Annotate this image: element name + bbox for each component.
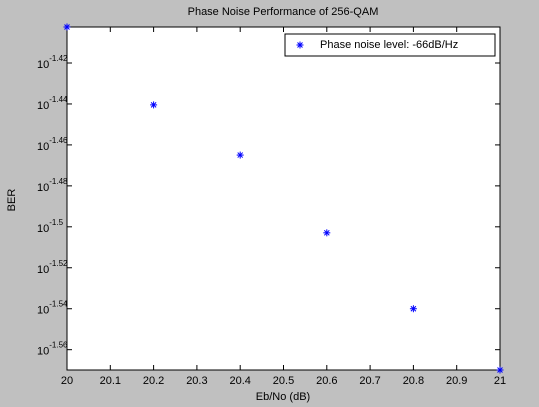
chart-title: Phase Noise Performance of 256-QAM xyxy=(188,6,379,18)
y-tick-exponent: -1.56 xyxy=(49,341,68,350)
y-tick-exponent: -1.52 xyxy=(49,259,68,268)
x-tick-label: 20.8 xyxy=(403,375,424,387)
marker-stroke xyxy=(150,102,157,108)
x-tick-label: 20.1 xyxy=(100,375,121,387)
legend-label: Phase noise level: -66dB/Hz xyxy=(320,39,458,51)
y-tick-exponent: -1.46 xyxy=(49,136,68,145)
y-tick-exponent: -1.48 xyxy=(49,177,68,186)
x-tick-label: 20 xyxy=(61,375,73,387)
y-tick-base: 10 xyxy=(37,264,49,276)
legend-box xyxy=(284,33,496,57)
y-tick-exponent: -1.5 xyxy=(49,218,63,227)
marker-stroke xyxy=(497,367,503,373)
marker-stroke xyxy=(297,42,303,48)
marker-stroke xyxy=(237,152,244,158)
y-tick-exponent: -1.42 xyxy=(49,54,68,63)
y-tick-base: 10 xyxy=(37,305,49,317)
y-tick-exponent: -1.44 xyxy=(49,95,68,104)
y-tick-label: 10-1.44 xyxy=(37,95,68,112)
plot-area xyxy=(66,26,501,371)
y-tick-base: 10 xyxy=(37,59,49,71)
y-tick-exponent: -1.54 xyxy=(49,300,68,309)
y-tick-base: 10 xyxy=(37,141,49,153)
data-point xyxy=(409,305,417,313)
x-tick-label: 20.7 xyxy=(359,375,380,387)
y-tick-label: 10-1.46 xyxy=(37,136,68,153)
y-axis-label: BER xyxy=(6,189,18,212)
data-point xyxy=(496,366,504,374)
data-point xyxy=(63,23,71,31)
x-tick-label: 20.9 xyxy=(446,375,467,387)
data-point xyxy=(236,151,244,159)
data-point xyxy=(323,229,331,237)
y-tick-base: 10 xyxy=(37,223,49,235)
legend-marker xyxy=(296,41,304,49)
x-tick-label: 21 xyxy=(494,375,506,387)
y-tick-label: 10-1.48 xyxy=(37,177,68,194)
y-tick-label: 10-1.54 xyxy=(37,300,68,317)
y-tick-base: 10 xyxy=(37,346,49,358)
x-tick-label: 20.2 xyxy=(143,375,164,387)
marker-stroke xyxy=(64,24,70,30)
y-tick-label: 10-1.52 xyxy=(37,259,68,276)
y-tick-base: 10 xyxy=(37,100,49,112)
x-tick-label: 20.4 xyxy=(229,375,250,387)
y-tick-label: 10-1.42 xyxy=(37,54,68,71)
marker-stroke xyxy=(323,229,330,236)
data-point xyxy=(150,101,158,109)
x-axis-label: Eb/No (dB) xyxy=(256,391,310,403)
x-tick-label: 20.3 xyxy=(186,375,207,387)
y-tick-label: 10-1.56 xyxy=(37,341,68,358)
x-tick-label: 20.6 xyxy=(316,375,337,387)
y-tick-label: 10-1.5 xyxy=(37,218,64,235)
x-tick-label: 20.5 xyxy=(273,375,294,387)
marker-stroke xyxy=(410,305,417,312)
y-tick-base: 10 xyxy=(37,182,49,194)
